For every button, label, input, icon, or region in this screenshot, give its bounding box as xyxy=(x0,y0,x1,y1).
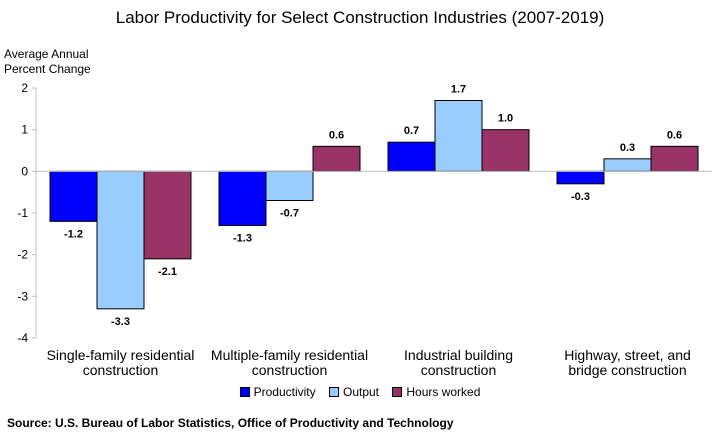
data-label: 1.0 xyxy=(498,113,513,125)
legend-label-output: Output xyxy=(342,385,380,399)
data-label: -0.7 xyxy=(280,208,299,220)
x-category-label: Industrial building xyxy=(404,347,513,363)
bar-productivity xyxy=(387,141,436,172)
x-category-label: construction xyxy=(252,362,327,378)
bar-hours-worked xyxy=(481,129,530,172)
legend-swatch-output xyxy=(328,387,339,397)
x-category-label: Single-family residential xyxy=(47,347,195,363)
legend-label-productivity: Productivity xyxy=(253,385,316,399)
legend-label-hours-worked: Hours worked xyxy=(406,385,481,399)
y-axis-label: Average Annual Percent Change xyxy=(4,47,91,77)
y-tick-label: 1 xyxy=(21,123,28,137)
legend-swatch-productivity xyxy=(239,387,250,397)
data-label: -2.1 xyxy=(158,266,177,278)
data-label: 0.6 xyxy=(667,129,682,141)
x-category-label: construction xyxy=(83,362,158,378)
data-label: 0.6 xyxy=(329,129,344,141)
bar-output xyxy=(603,158,652,172)
x-category-label: bridge construction xyxy=(568,362,686,378)
bar-output xyxy=(265,170,314,201)
data-label: -1.3 xyxy=(233,233,252,245)
legend-swatch-hours-worked xyxy=(392,387,403,397)
bar-productivity xyxy=(49,170,98,222)
data-label: 0.3 xyxy=(620,142,635,154)
bar-output xyxy=(434,100,483,172)
source-note: Source: U.S. Bureau of Labor Statistics,… xyxy=(7,416,454,430)
data-label: -3.3 xyxy=(111,316,130,328)
legend: Productivity Output Hours worked xyxy=(0,385,720,400)
y-axis-label-line-1: Average Annual xyxy=(4,47,89,61)
x-category-label: Multiple-family residential xyxy=(211,347,368,363)
y-tick-label: 2 xyxy=(21,81,28,95)
bar-hours-worked xyxy=(143,170,192,260)
y-tick-label: -1 xyxy=(17,206,28,220)
bar-hours-worked xyxy=(312,145,361,172)
legend-item-productivity: Productivity xyxy=(239,385,316,399)
legend-item-hours-worked: Hours worked xyxy=(392,385,480,399)
bar-productivity xyxy=(556,170,605,185)
data-label: -0.3 xyxy=(571,191,590,203)
y-tick-label: 0 xyxy=(21,164,28,178)
y-tick-label: -2 xyxy=(17,248,28,262)
bar-output xyxy=(96,170,145,310)
y-axis-label-line-2: Percent Change xyxy=(4,62,91,76)
y-tick-label: -4 xyxy=(17,331,28,345)
x-category-label: construction xyxy=(421,362,496,378)
data-label: 1.7 xyxy=(451,84,466,96)
legend-item-output: Output xyxy=(328,385,380,399)
data-label: 0.7 xyxy=(404,125,419,137)
data-label: -1.2 xyxy=(64,228,83,240)
bar-hours-worked xyxy=(650,145,699,172)
chart-title: Labor Productivity for Select Constructi… xyxy=(115,8,605,27)
bar-productivity xyxy=(218,170,267,226)
x-category-label: Highway, street, and xyxy=(564,347,691,363)
y-tick-label: -3 xyxy=(17,289,28,303)
